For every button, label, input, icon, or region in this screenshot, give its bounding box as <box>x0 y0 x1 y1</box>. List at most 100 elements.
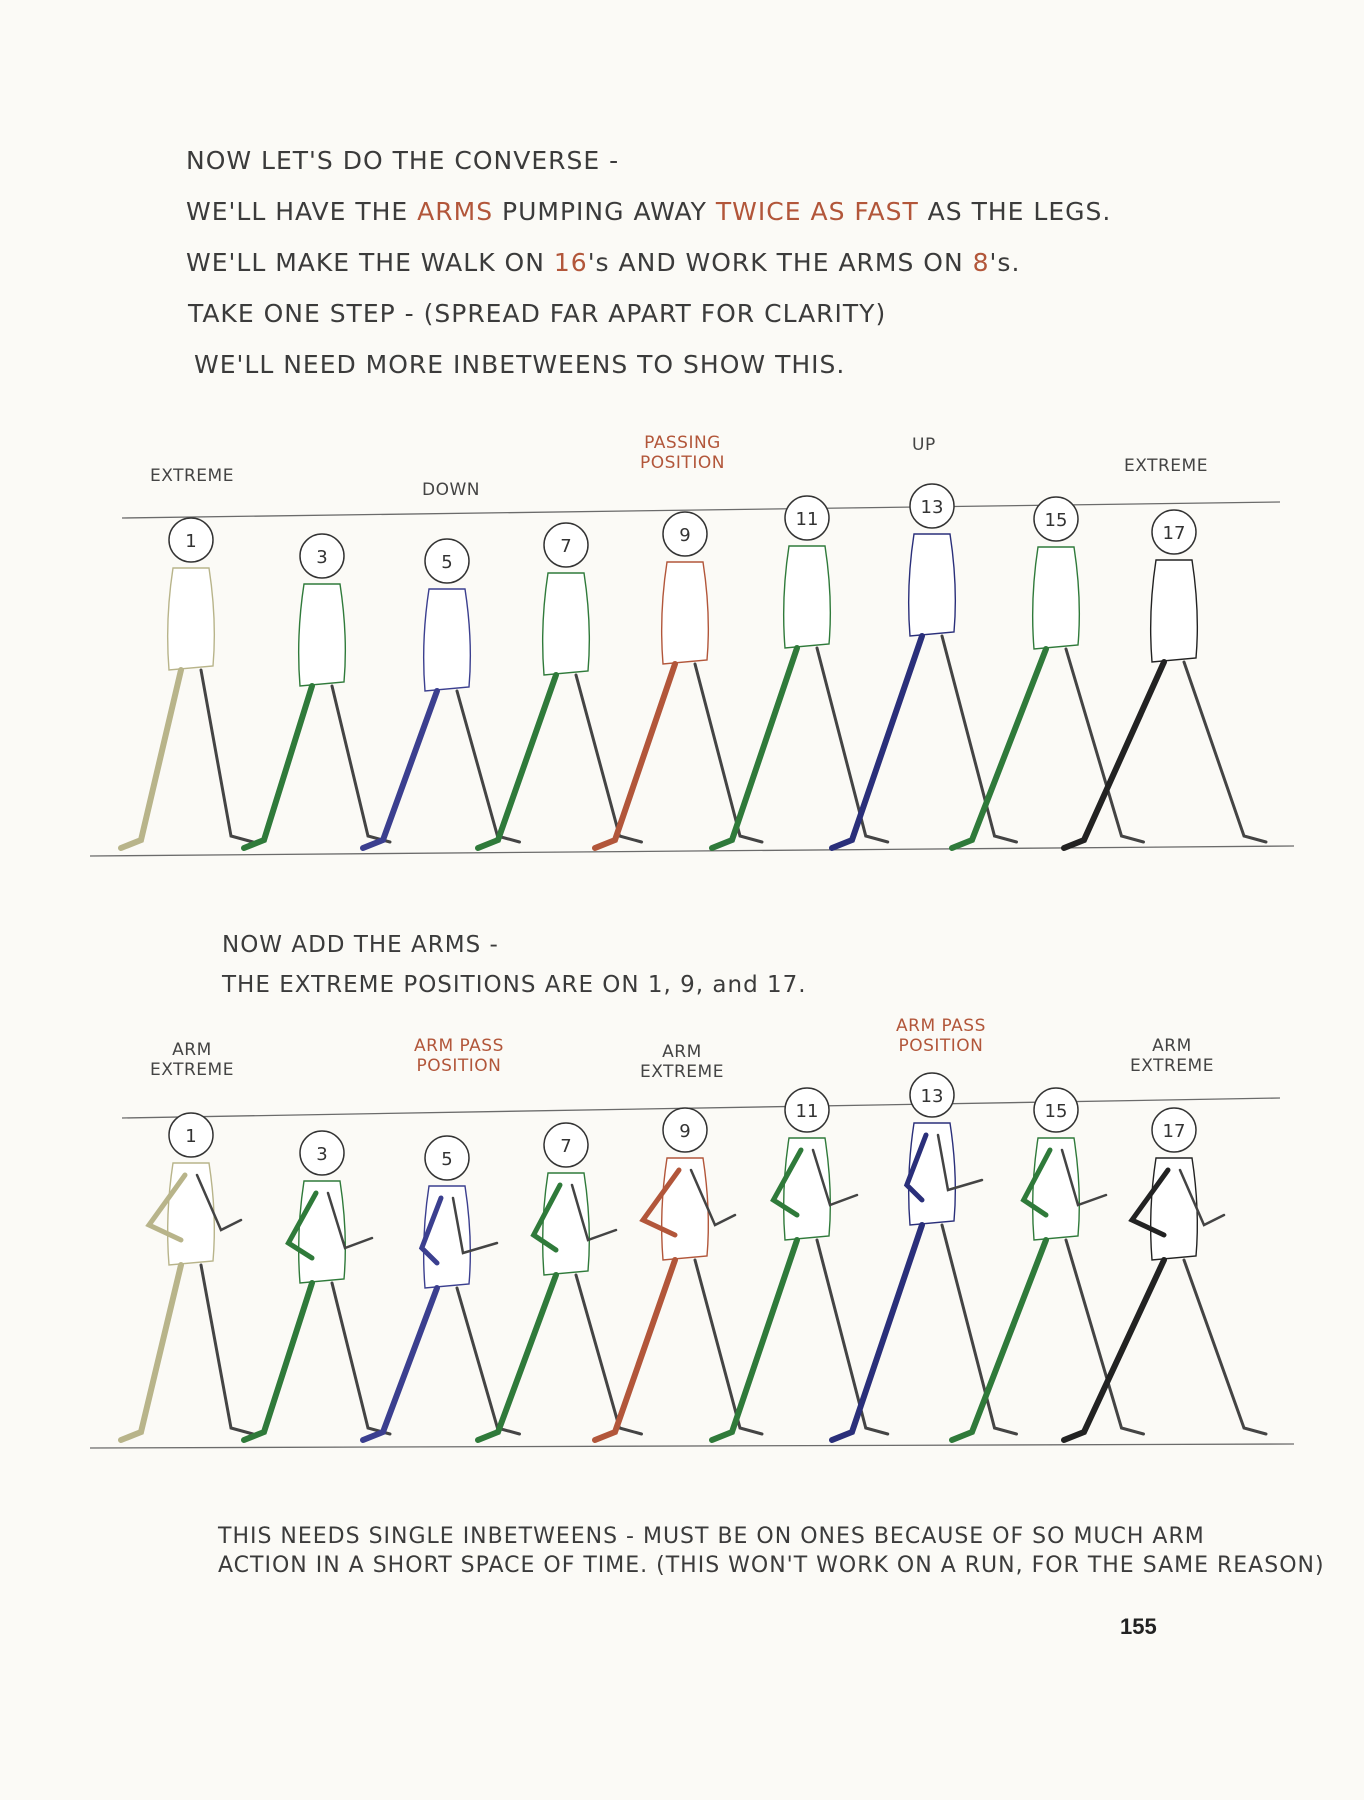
figure-front-leg <box>330 684 392 844</box>
frame-number: 3 <box>316 1144 327 1165</box>
figure-back-arm <box>1128 1167 1171 1238</box>
figure-head <box>424 1135 470 1181</box>
intro-line-2-a: WE'LL HAVE THE <box>186 197 418 226</box>
walk-figure-frame-9: 9 <box>592 1107 764 1443</box>
figure-front-leg <box>330 1281 392 1436</box>
figure-head <box>784 495 830 541</box>
figure-torso <box>166 1162 216 1266</box>
figure-back-leg <box>475 1272 559 1443</box>
walk-figure-frame-7: 7 <box>475 1122 643 1443</box>
walk-figure-frame-5: 5 <box>360 1135 521 1443</box>
figure-head <box>1151 509 1197 555</box>
figure-torso <box>782 545 832 649</box>
frame-number: 15 <box>1045 1101 1068 1122</box>
walk-figure-frame-11: 11 <box>709 1087 890 1443</box>
figure-head <box>424 538 470 584</box>
figure-front-leg <box>455 1286 521 1436</box>
d2-label-arm-pass-1: ARM PASS POSITION <box>414 1036 504 1076</box>
figure-back-leg <box>475 672 559 851</box>
d2-label-arm-pass-2: ARM PASS POSITION <box>896 1016 986 1056</box>
frame-number: 9 <box>679 525 690 546</box>
figure-torso <box>660 561 710 665</box>
figure-torso <box>297 1180 347 1284</box>
figure-head <box>1033 1087 1079 1133</box>
figure-front-leg <box>940 634 1018 844</box>
intro-line-2-c: PUMPING AWAY <box>493 197 716 226</box>
intro-line-2-twice: TWICE AS FAST <box>715 197 919 226</box>
figure-head <box>299 1130 345 1176</box>
figure-back-leg <box>592 661 678 851</box>
d1-label-up: UP <box>912 435 936 455</box>
walk-figure-frame-3: 3 <box>241 1130 392 1443</box>
figure-torso <box>907 533 957 637</box>
footer-line-1: THIS NEEDS SINGLE INBETWEENS - MUST BE O… <box>218 1524 1205 1549</box>
frame-number: 3 <box>316 547 327 568</box>
figure-back-leg <box>949 1237 1049 1443</box>
d1-label-down: DOWN <box>422 480 480 500</box>
walk-figure-frame-15: 15 <box>949 1087 1145 1443</box>
figure-back-leg <box>829 633 925 851</box>
figure-back-arm <box>285 1190 319 1261</box>
frame-number: 13 <box>921 497 944 518</box>
figure-front-leg <box>455 689 521 844</box>
page-number: 155 <box>1120 1614 1157 1639</box>
figure-front-arm <box>811 1148 859 1207</box>
intro-line-3-e: 's. <box>989 248 1021 277</box>
figure-back-arm <box>530 1182 563 1253</box>
figure-front-arm <box>1178 1168 1226 1227</box>
intro-line-3-a: WE'LL MAKE THE WALK ON <box>186 248 554 277</box>
d2-label-arm-extreme-3: ARM EXTREME <box>1130 1036 1214 1076</box>
frame-number: 17 <box>1163 523 1186 544</box>
figure-torso <box>660 1157 710 1261</box>
d2-label-arm-extreme-2: ARM EXTREME <box>640 1042 724 1082</box>
walk-figure-frame-17: 17 <box>1061 509 1268 851</box>
intro-line-3-c: 's AND WORK THE ARMS ON <box>587 248 973 277</box>
figure-front-leg <box>199 668 255 844</box>
walk-figure-frame-17: 17 <box>1061 1107 1268 1443</box>
figure-back-leg <box>360 1285 440 1443</box>
figure-front-leg <box>574 673 643 844</box>
d2-ground-line <box>89 1443 1295 1449</box>
frame-number: 11 <box>796 509 819 530</box>
figure-head <box>1033 496 1079 542</box>
walk-figure-frame-9: 9 <box>592 511 764 851</box>
figure-back-arm <box>418 1195 444 1266</box>
d1-label-passing: PASSING POSITION <box>640 433 725 473</box>
figure-front-arm <box>936 1133 984 1192</box>
figure-head <box>299 533 345 579</box>
figure-torso <box>297 583 347 687</box>
figure-back-arm <box>639 1167 682 1238</box>
figure-front-leg <box>940 1223 1018 1436</box>
intro-line-5: WE'LL NEED MORE INBETWEENS TO SHOW THIS. <box>194 350 846 379</box>
figure-head <box>543 1122 589 1168</box>
walk-figure-frame-1: 1 <box>118 517 255 851</box>
intro-line-1: NOW LET'S DO THE CONVERSE - <box>186 146 620 175</box>
figure-torso <box>541 572 591 676</box>
figure-front-leg <box>1064 647 1145 844</box>
figure-front-arm <box>1060 1148 1108 1207</box>
figure-torso <box>422 588 472 692</box>
frame-number: 1 <box>185 1126 196 1147</box>
frame-number: 7 <box>560 1136 571 1157</box>
figure-head <box>662 1107 708 1153</box>
intro-line-4: TAKE ONE STEP - (SPREAD FAR APART FOR CL… <box>188 299 887 328</box>
frame-number: 1 <box>185 531 196 552</box>
figure-back-leg <box>829 1222 925 1443</box>
footer-line-2: ACTION IN A SHORT SPACE OF TIME. (THIS W… <box>218 1553 1325 1578</box>
figure-head <box>662 511 708 557</box>
figure-head <box>909 483 955 529</box>
figure-torso <box>1031 546 1081 650</box>
intro-line-3-16: 16 <box>553 248 588 277</box>
figure-head <box>784 1087 830 1133</box>
frame-number: 7 <box>560 536 571 557</box>
figure-torso <box>166 567 216 671</box>
intro-line-3-8: 8 <box>972 248 990 277</box>
frame-number: 15 <box>1045 510 1068 531</box>
figure-back-leg <box>709 645 800 851</box>
intro-line-3: WE'LL MAKE THE WALK ON 16's AND WORK THE… <box>186 248 1020 277</box>
intro-line-2-arms: ARMS <box>417 197 494 226</box>
figure-back-arm <box>145 1172 188 1243</box>
